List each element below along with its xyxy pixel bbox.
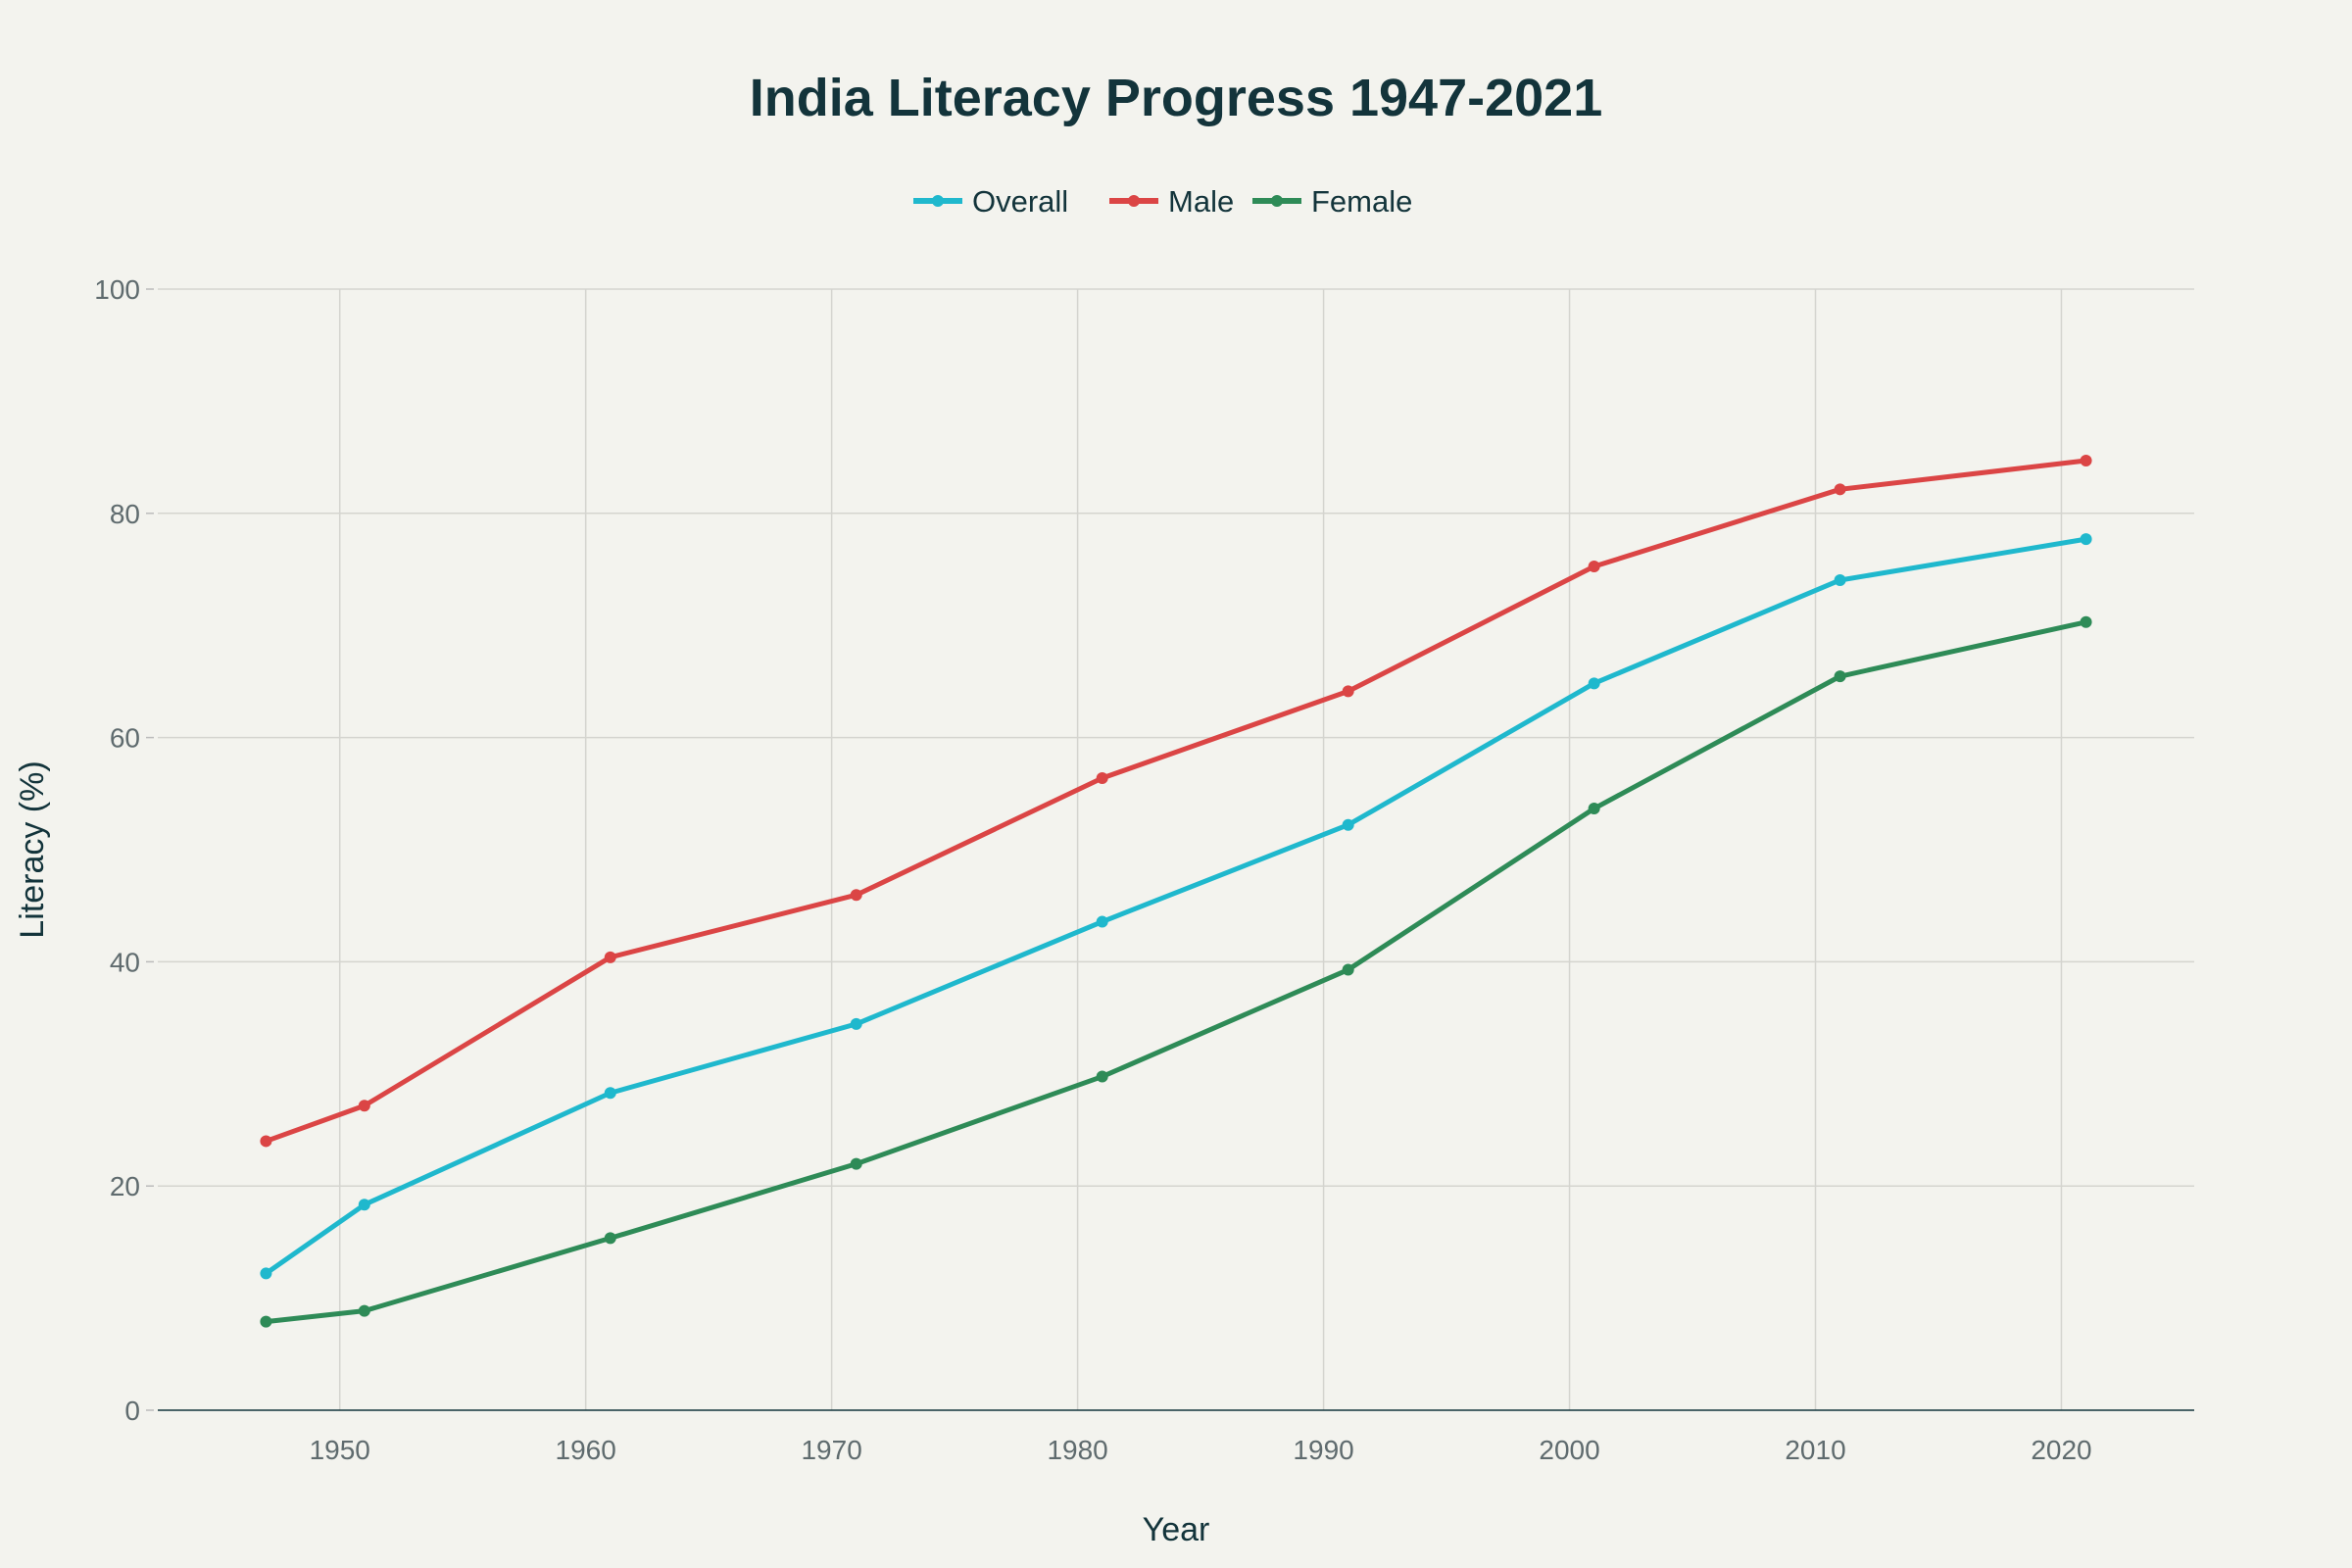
data-point (1096, 772, 1108, 785)
y-tick-label: 20 (110, 1171, 140, 1201)
data-point (850, 889, 862, 902)
data-point (260, 1135, 272, 1148)
data-point (358, 1199, 370, 1211)
chart-title: India Literacy Progress 1947-2021 (750, 69, 1603, 127)
data-point (1096, 1070, 1108, 1083)
series-line (266, 619, 2087, 1325)
x-tick-label: 1970 (801, 1435, 861, 1465)
legend-label: Overall (972, 184, 1068, 219)
data-point (604, 951, 616, 963)
series-group (260, 455, 2092, 1328)
series-line (265, 458, 2086, 1144)
data-point (260, 1315, 272, 1328)
y-tick-label: 80 (110, 499, 140, 529)
legend-marker (1271, 195, 1283, 207)
legend-label: Male (1168, 184, 1234, 219)
legend-item-male: Male (1109, 184, 1234, 219)
legend-label: Female (1311, 184, 1412, 219)
data-point (1342, 818, 1354, 831)
x-tick-label: 1960 (556, 1435, 616, 1465)
legend-item-female: Female (1252, 184, 1412, 219)
data-point (358, 1100, 370, 1112)
x-tick-label: 1990 (1293, 1435, 1353, 1465)
data-point (1834, 670, 1846, 683)
data-point (1342, 963, 1354, 976)
data-point (1588, 803, 1600, 815)
data-point (2080, 615, 2092, 628)
x-tick-label: 1950 (310, 1435, 370, 1465)
legend-item-overall: Overall (913, 184, 1068, 219)
y-tick-label: 100 (94, 274, 140, 305)
y-axis-title: Literacy (%) (14, 760, 51, 938)
data-point (1342, 685, 1354, 698)
data-point (604, 1232, 616, 1245)
y-tick-label: 60 (110, 723, 140, 754)
legend-marker (932, 195, 944, 207)
data-point (1588, 561, 1600, 573)
ticks: 0 20 40 60 80 100 1950 1960 1970 1980 1990 2000 2010… (94, 274, 2091, 1465)
data-point (604, 1087, 616, 1100)
data-point (260, 1267, 272, 1280)
data-point (358, 1304, 370, 1317)
x-tick-label: 1980 (1047, 1435, 1107, 1465)
data-point (1096, 915, 1108, 928)
data-point (1834, 483, 1846, 496)
x-axis-title: Year (1143, 1511, 1210, 1548)
y-tick-label: 40 (110, 947, 140, 977)
series-female (260, 615, 2092, 1328)
data-point (1588, 677, 1600, 690)
data-point (1834, 573, 1846, 586)
data-point (2080, 533, 2092, 546)
x-tick-label: 2020 (2031, 1435, 2091, 1465)
y-tick-label: 0 (124, 1396, 140, 1426)
x-tick-label: 2000 (1539, 1435, 1599, 1465)
grid (158, 288, 2194, 1411)
legend: Overall Male Female (913, 184, 1412, 219)
series-line (264, 536, 2086, 1276)
data-point (850, 1017, 862, 1030)
x-tick-label: 2010 (1785, 1435, 1845, 1465)
data-point (2080, 455, 2092, 467)
series-overall (260, 533, 2092, 1280)
series-male (260, 455, 2092, 1148)
legend-marker (1128, 195, 1140, 207)
data-point (850, 1157, 862, 1170)
